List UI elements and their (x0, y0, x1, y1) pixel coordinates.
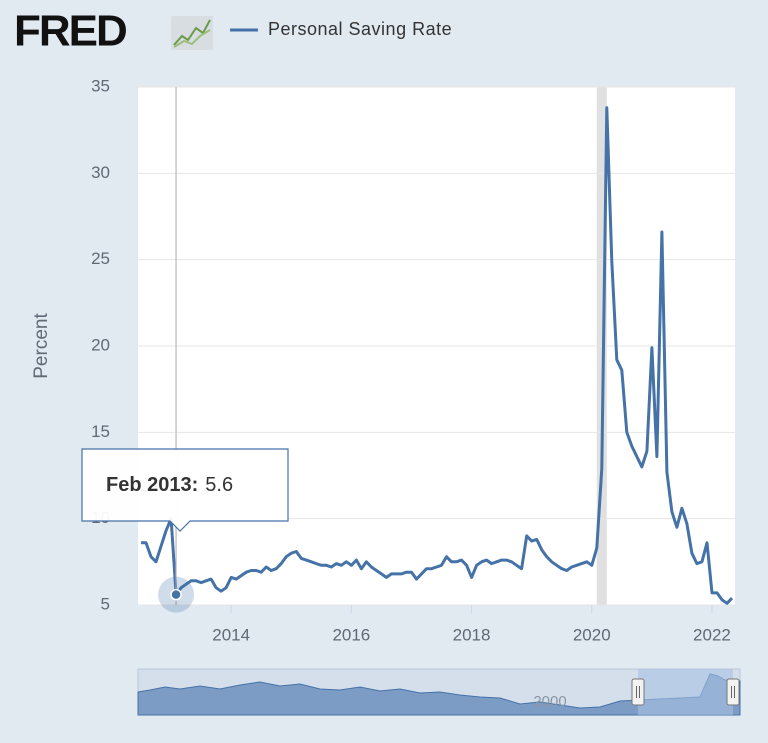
navigator-handle[interactable] (631, 678, 645, 706)
logo: FRED (14, 7, 126, 56)
navigator-tick-label: 2000 (533, 693, 566, 710)
tooltip-text: Feb 2013: 5.6 (106, 474, 233, 496)
y-tick-label: 20 (91, 335, 110, 354)
logo-icon (171, 16, 213, 50)
hover-point (170, 588, 182, 601)
x-tick-label: 2016 (332, 625, 370, 644)
x-tick-label: 2022 (693, 625, 731, 644)
navigator-handle[interactable] (726, 678, 740, 706)
x-tick-label: 2018 (453, 625, 491, 644)
y-tick-label: 35 (91, 76, 110, 95)
y-axis-label: Percent (31, 313, 52, 379)
tooltip-date: Feb 2013: (106, 474, 198, 496)
tooltip-value: 5.6 (205, 474, 233, 496)
y-tick-label: 15 (91, 422, 110, 441)
y-tick-label: 5 (101, 594, 110, 613)
legend-label: Personal Saving Rate (268, 19, 452, 39)
y-tick-label: 30 (91, 163, 110, 182)
x-tick-label: 2014 (212, 625, 250, 644)
x-tick-label: 2020 (573, 625, 611, 644)
y-tick-label: 25 (91, 249, 110, 268)
tooltip-box (81, 448, 289, 532)
series-line (141, 106, 734, 605)
navigator: 2000 (137, 668, 741, 716)
